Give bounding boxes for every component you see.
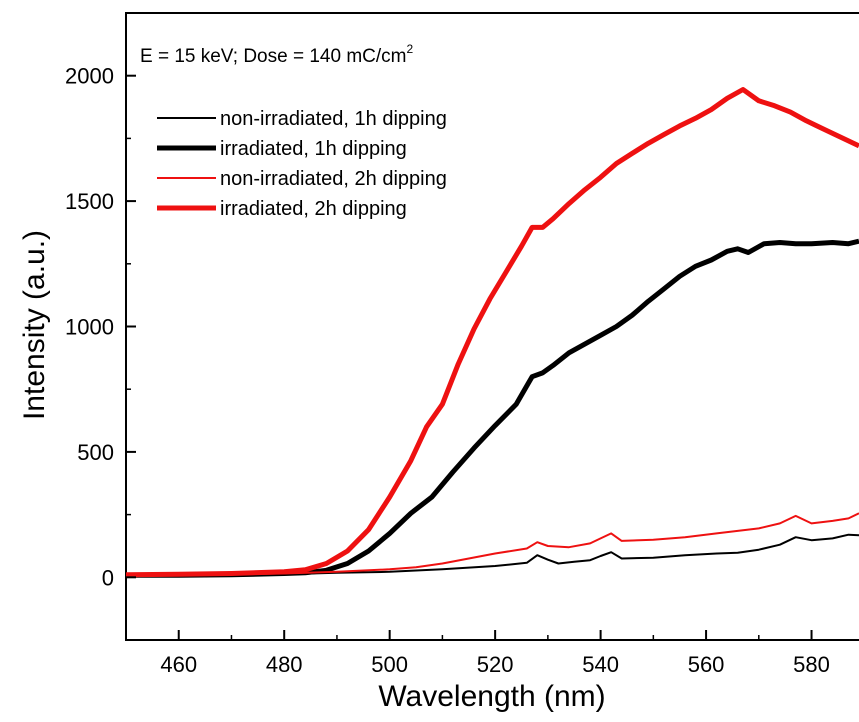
x-axis-title: Wavelength (nm) [378, 680, 605, 713]
ticks-layer: 460 480 500 520 540 560 580 0 500 1000 1500 2000 [65, 12, 830, 677]
series-line-4 [126, 87, 859, 578]
series-line-3 [126, 512, 859, 576]
series-layer [126, 87, 859, 578]
y-axis-title: Intensity (a.u.) [18, 230, 51, 420]
x-tick-label: 480 [266, 652, 303, 677]
x-tick-label: 460 [160, 652, 197, 677]
x-tick-label: 500 [371, 652, 408, 677]
legend-label-4: irradiated, 2h dipping [220, 198, 407, 220]
annotation: E = 15 keV; Dose = 140 mC/cm2 [140, 42, 413, 67]
x-tick-label: 540 [582, 652, 619, 677]
series-line-1 [126, 533, 859, 577]
x-tick-label: 560 [688, 652, 725, 677]
annotation-superscript: 2 [406, 42, 413, 56]
y-tick-label: 2000 [65, 64, 114, 89]
annotation-text: E = 15 keV; Dose = 140 mC/cm [140, 46, 406, 67]
legend-label-2: irradiated, 1h dipping [220, 138, 407, 160]
x-tick-label: 580 [793, 652, 830, 677]
y-tick-label: 1500 [65, 189, 114, 214]
y-tick-label: 0 [102, 565, 114, 590]
series-line-2 [126, 238, 859, 578]
legend-label-1: non-irradiated, 1h dipping [220, 108, 447, 130]
legend-label-3: non-irradiated, 2h dipping [220, 168, 447, 190]
legend: non-irradiated, 1h dipping irradiated, 1h… [157, 108, 447, 220]
y-tick-label: 1000 [65, 315, 114, 340]
x-tick-label: 520 [477, 652, 514, 677]
y-tick-label: 500 [77, 440, 114, 465]
